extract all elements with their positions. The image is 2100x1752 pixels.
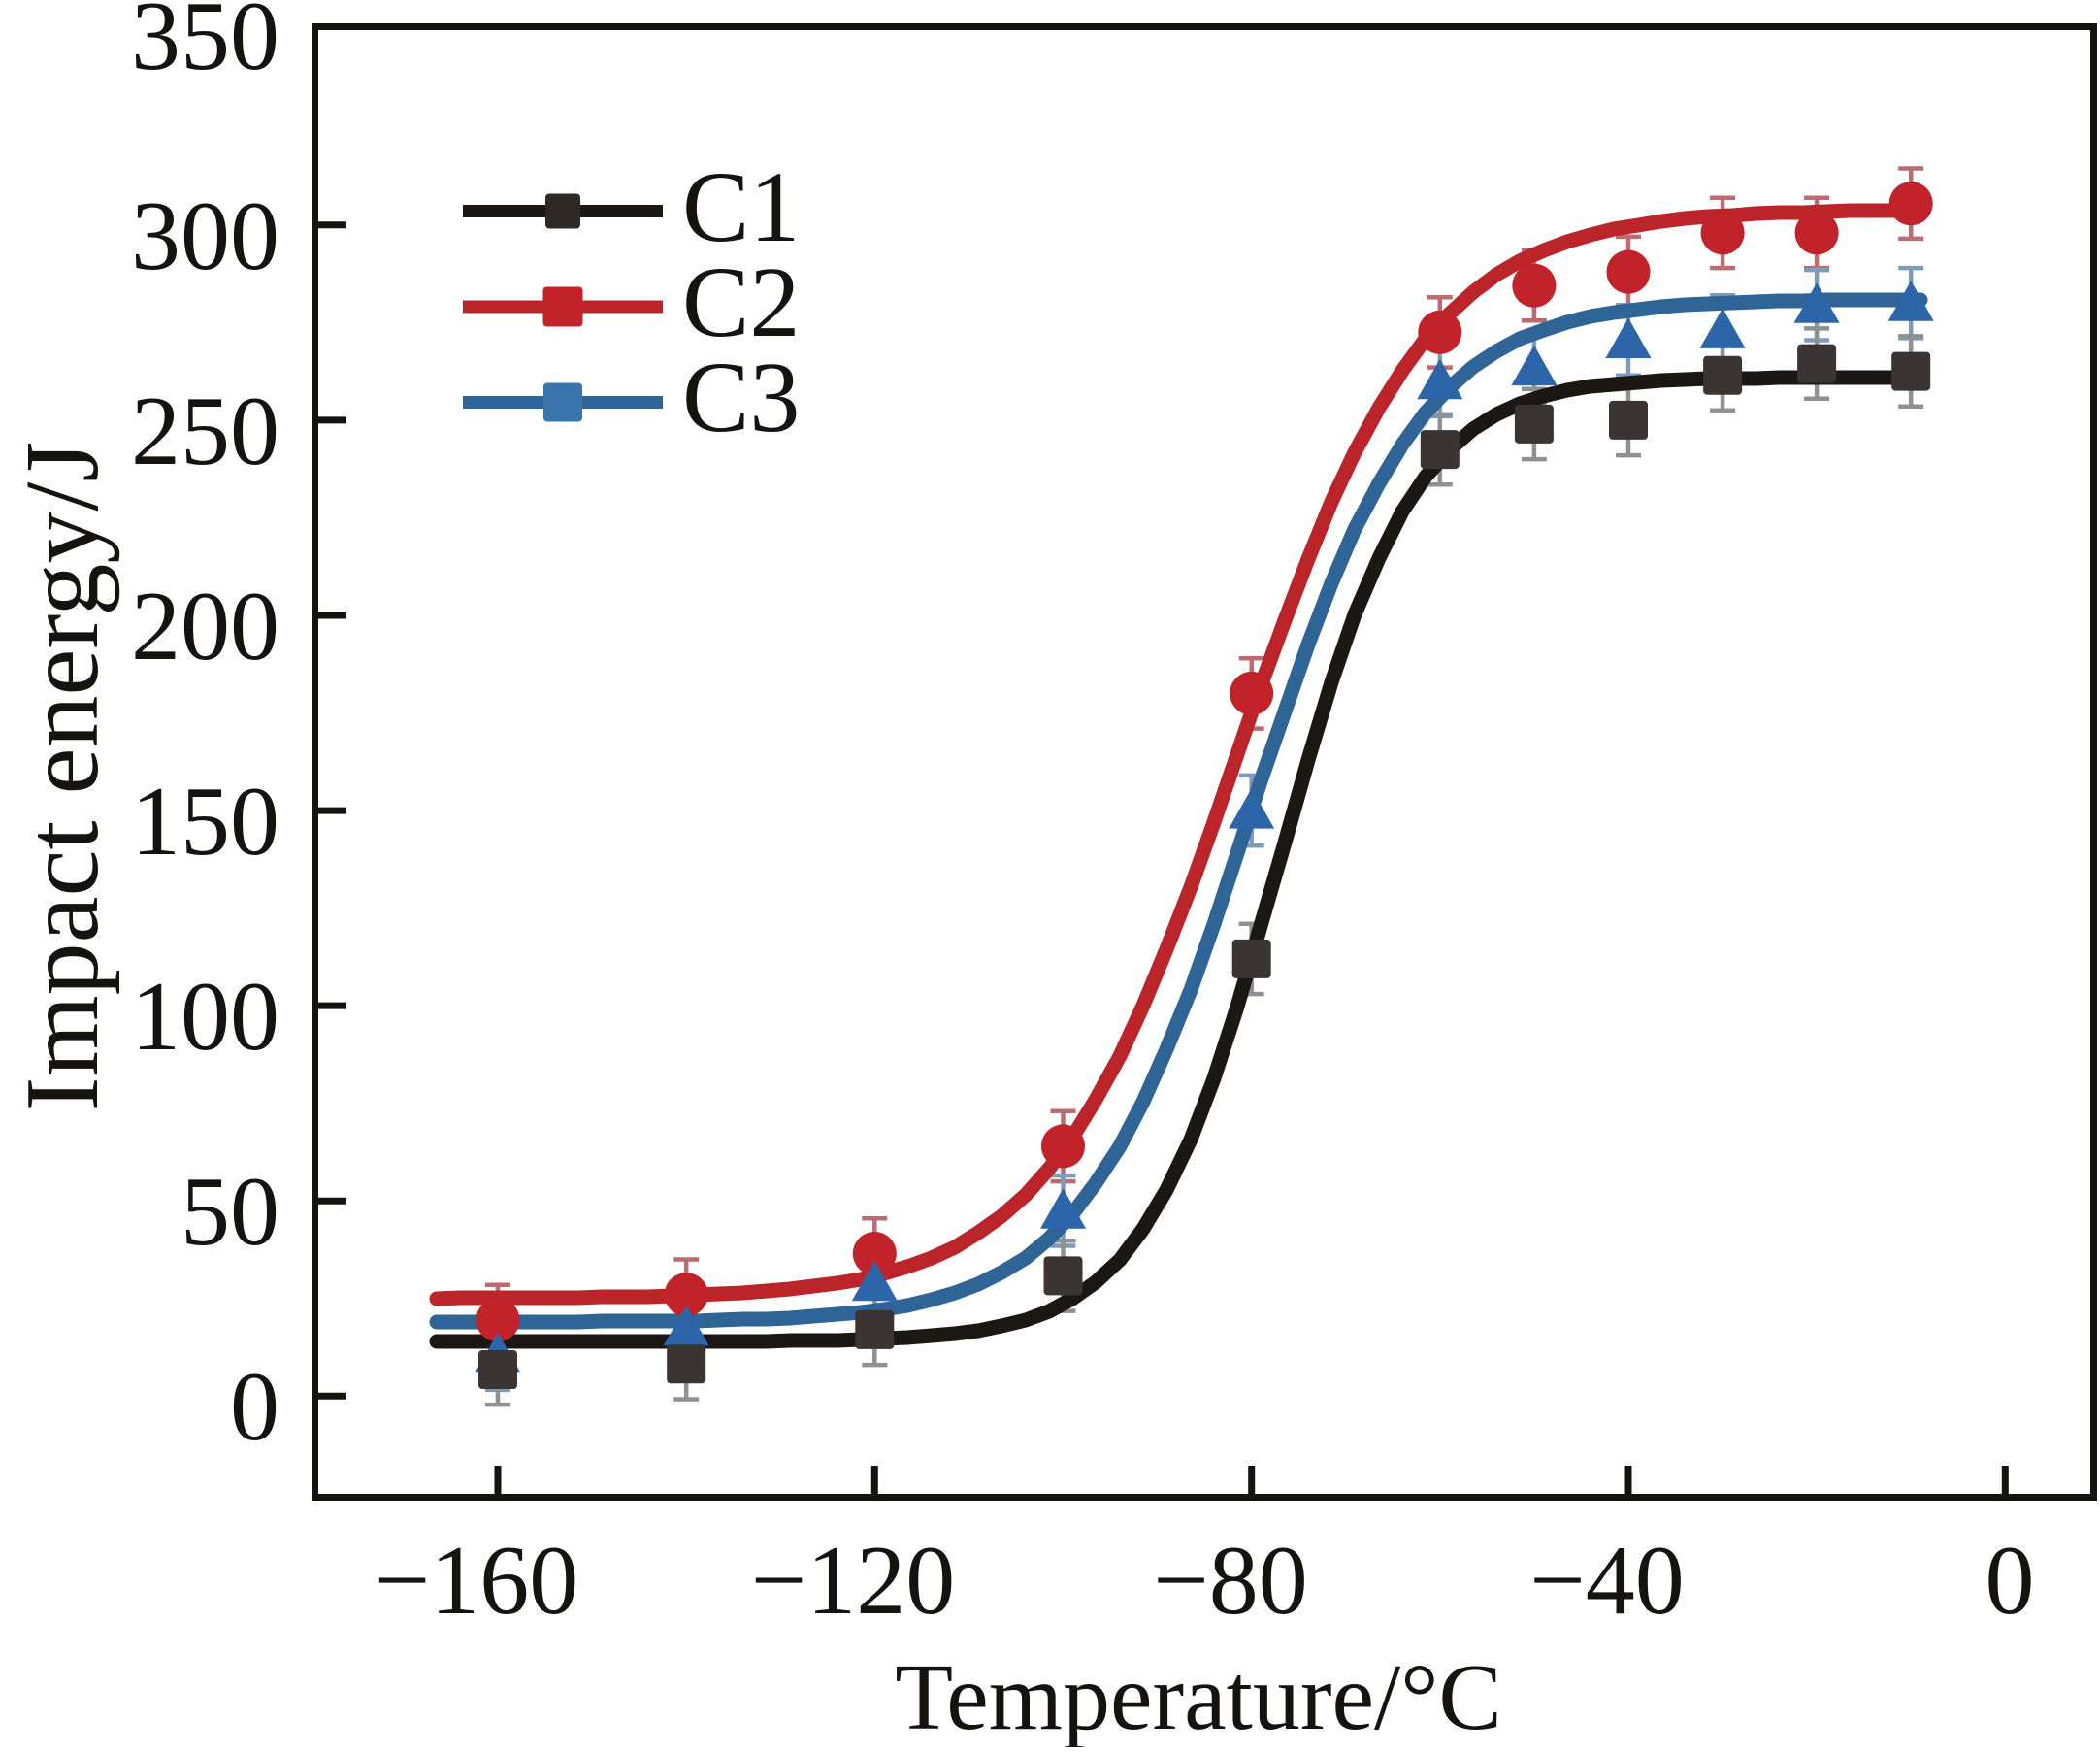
svg-text:−120: −120 bbox=[751, 1526, 956, 1636]
svg-text:300: 300 bbox=[131, 182, 279, 291]
svg-text:C1: C1 bbox=[682, 151, 800, 263]
svg-text:0: 0 bbox=[230, 1352, 279, 1462]
svg-text:150: 150 bbox=[131, 767, 279, 876]
svg-text:50: 50 bbox=[180, 1157, 279, 1267]
svg-text:C2: C2 bbox=[682, 247, 800, 358]
svg-text:C3: C3 bbox=[682, 342, 800, 453]
svg-text:−40: −40 bbox=[1529, 1526, 1685, 1636]
svg-text:350: 350 bbox=[131, 0, 279, 91]
svg-text:Temperature/°C: Temperature/°C bbox=[895, 1645, 1502, 1747]
svg-text:200: 200 bbox=[131, 572, 279, 681]
svg-text:250: 250 bbox=[131, 377, 279, 486]
svg-text:−160: −160 bbox=[375, 1526, 579, 1636]
svg-text:0: 0 bbox=[1985, 1526, 2035, 1636]
svg-text:100: 100 bbox=[131, 962, 279, 1072]
svg-text:Impact energy/J: Impact energy/J bbox=[5, 442, 120, 1112]
svg-text:−80: −80 bbox=[1153, 1526, 1308, 1636]
